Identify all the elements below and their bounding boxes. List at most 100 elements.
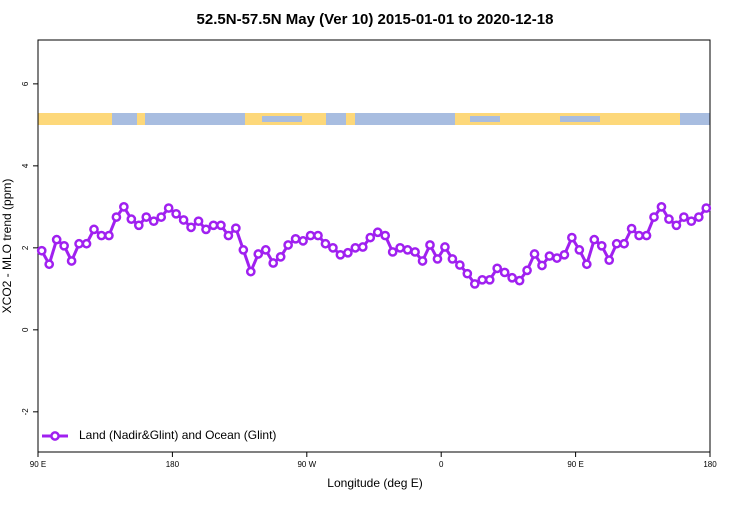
data-point xyxy=(320,238,331,249)
data-point xyxy=(634,230,644,241)
data-point xyxy=(507,272,517,283)
data-point xyxy=(66,256,77,266)
data-point xyxy=(604,255,615,265)
data-point xyxy=(253,249,264,259)
y-axis-label: XCO2 - MLO trend (ppm) xyxy=(0,179,14,314)
data-point xyxy=(81,238,92,249)
data-point xyxy=(238,245,249,255)
data-point xyxy=(148,216,159,227)
x-tick-label: 90 W xyxy=(297,460,316,469)
data-point xyxy=(51,234,62,245)
data-point xyxy=(357,242,368,252)
data-point xyxy=(440,242,450,252)
data-point xyxy=(462,268,473,279)
data-point xyxy=(619,238,629,249)
data-point xyxy=(649,212,659,222)
data-point xyxy=(529,249,540,259)
x-tick-label: 0 xyxy=(439,460,444,469)
x-tick-label: 90 E xyxy=(567,460,583,469)
data-point xyxy=(537,260,547,271)
y-tick-label: 2 xyxy=(21,245,30,250)
data-point xyxy=(447,254,458,264)
data-point xyxy=(395,242,405,253)
y-tick-label: 6 xyxy=(21,81,30,86)
legend-marker xyxy=(50,431,60,441)
data-point xyxy=(581,259,592,270)
data-point xyxy=(492,263,503,274)
y-tick-label: 4 xyxy=(21,163,30,168)
data-point xyxy=(268,258,279,268)
data-point xyxy=(126,214,137,224)
data-point xyxy=(469,279,480,289)
x-tick-label: 180 xyxy=(166,460,180,469)
data-point xyxy=(298,236,308,246)
data-point xyxy=(104,230,114,241)
data-point xyxy=(544,251,555,261)
data-point xyxy=(484,274,495,285)
x-tick-label: 90 E xyxy=(30,460,46,469)
chart-title: 52.5N-57.5N May (Ver 10) 2015-01-01 to 2… xyxy=(197,11,554,28)
data-point xyxy=(679,212,689,222)
data-point xyxy=(305,230,316,241)
data-point xyxy=(693,212,704,222)
data-point xyxy=(193,216,204,227)
plot-frame xyxy=(37,39,711,453)
y-tick-label: -2 xyxy=(21,408,30,416)
data-point xyxy=(335,249,346,260)
data-point xyxy=(89,224,99,235)
data-point xyxy=(163,203,174,213)
data-point xyxy=(59,240,69,251)
data-point xyxy=(559,249,570,260)
data-point xyxy=(343,247,353,258)
data-point xyxy=(522,265,532,276)
data-point xyxy=(141,212,152,222)
data-point xyxy=(432,254,443,264)
data-point xyxy=(402,245,413,255)
data-point xyxy=(119,201,129,212)
data-point xyxy=(283,240,293,250)
data-point xyxy=(328,242,338,253)
data-point xyxy=(499,267,510,278)
data-point xyxy=(574,245,585,255)
data-point xyxy=(387,247,398,257)
data-point xyxy=(417,256,428,266)
data-point xyxy=(313,230,323,241)
data-point xyxy=(380,230,391,241)
data-point xyxy=(156,212,167,222)
data-point xyxy=(245,266,256,277)
data-point xyxy=(171,208,181,219)
data-point xyxy=(275,252,286,262)
data-point xyxy=(74,238,84,249)
data-point xyxy=(96,230,107,241)
data-point xyxy=(611,238,622,249)
data-point xyxy=(36,245,47,256)
data-point xyxy=(365,232,376,243)
data-point xyxy=(186,222,196,233)
data-point xyxy=(208,220,219,231)
data-point xyxy=(514,275,525,286)
series-line xyxy=(40,204,708,286)
land-ocean-strip xyxy=(38,113,710,125)
data-point xyxy=(410,247,420,257)
data-point xyxy=(641,230,652,241)
data-point xyxy=(626,223,637,234)
data-point xyxy=(567,232,577,243)
data-point xyxy=(111,212,122,222)
x-tick-label: 180 xyxy=(703,460,717,469)
data-point xyxy=(350,242,361,253)
x-axis-label: Longitude (deg E) xyxy=(327,476,422,490)
data-point xyxy=(425,240,435,250)
data-point xyxy=(701,203,712,213)
data-point xyxy=(223,230,234,241)
data-point xyxy=(552,253,562,263)
data-point xyxy=(260,245,271,255)
data-point xyxy=(201,224,211,235)
data-point xyxy=(656,201,667,212)
data-point xyxy=(216,220,226,231)
data-point xyxy=(455,260,465,270)
legend-label: Land (Nadir&Glint) and Ocean (Glint) xyxy=(79,428,276,442)
data-point xyxy=(477,274,488,285)
data-point xyxy=(372,227,383,238)
data-point xyxy=(596,240,607,251)
data-point xyxy=(589,234,600,245)
